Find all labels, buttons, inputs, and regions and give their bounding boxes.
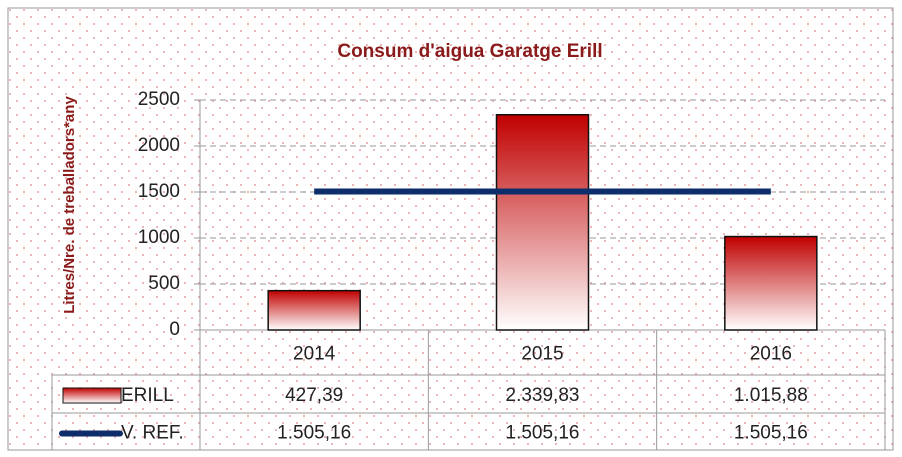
bar — [495, 113, 590, 331]
table-value: 1.505,16 — [277, 423, 351, 444]
y-axis-label: Litres/Nre. de treballadors*any — [61, 96, 78, 314]
y-tick-label: 1500 — [138, 181, 180, 202]
bar — [267, 289, 361, 331]
y-tick-label: 0 — [169, 319, 180, 340]
y-tick-label: 2000 — [138, 135, 180, 156]
x-tick-label: 2015 — [521, 344, 563, 365]
x-tick-label: 2016 — [750, 344, 792, 365]
y-tick-label: 2500 — [138, 89, 180, 110]
bar — [724, 235, 818, 331]
chart-frame — [7, 7, 894, 451]
table-value: 1.505,16 — [734, 423, 808, 444]
table-value: 2.339,83 — [506, 385, 580, 406]
table-value: 427,39 — [285, 385, 343, 406]
y-tick-label: 1000 — [138, 227, 180, 248]
legend-label: ERILL — [121, 385, 174, 406]
x-tick-label: 2014 — [293, 344, 336, 365]
table-value: 1.505,16 — [506, 423, 580, 444]
table-value: 1.015,88 — [734, 385, 808, 406]
legend-label: V. REF. — [121, 423, 184, 444]
y-tick-label: 500 — [148, 273, 180, 294]
legend-swatch — [62, 387, 122, 404]
chart-title: Consum d'aigua Garatge Erill — [337, 41, 602, 62]
